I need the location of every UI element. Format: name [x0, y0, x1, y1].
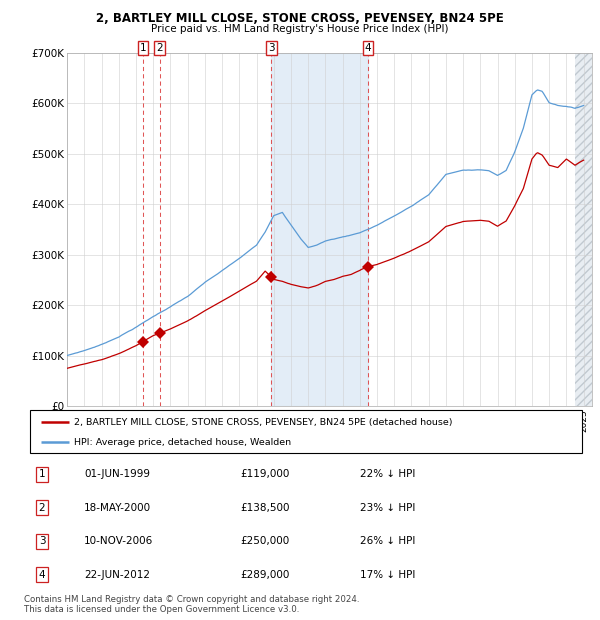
Text: £119,000: £119,000 [240, 469, 289, 479]
Text: 18-MAY-2000: 18-MAY-2000 [84, 503, 151, 513]
Text: 10-NOV-2006: 10-NOV-2006 [84, 536, 153, 546]
Text: 22-JUN-2012: 22-JUN-2012 [84, 570, 150, 580]
Text: 01-JUN-1999: 01-JUN-1999 [84, 469, 150, 479]
Text: 1: 1 [38, 469, 46, 479]
Text: 3: 3 [38, 536, 46, 546]
Text: 22% ↓ HPI: 22% ↓ HPI [360, 469, 415, 479]
Text: £250,000: £250,000 [240, 536, 289, 546]
Text: HPI: Average price, detached house, Wealden: HPI: Average price, detached house, Weal… [74, 438, 291, 446]
Text: Contains HM Land Registry data © Crown copyright and database right 2024.
This d: Contains HM Land Registry data © Crown c… [24, 595, 359, 614]
Text: 2: 2 [38, 503, 46, 513]
Text: 2: 2 [157, 43, 163, 53]
Text: 23% ↓ HPI: 23% ↓ HPI [360, 503, 415, 513]
Text: 2, BARTLEY MILL CLOSE, STONE CROSS, PEVENSEY, BN24 5PE (detached house): 2, BARTLEY MILL CLOSE, STONE CROSS, PEVE… [74, 418, 452, 427]
Text: 1: 1 [140, 43, 146, 53]
FancyBboxPatch shape [30, 410, 582, 453]
Bar [575, 53, 592, 406]
Bar [271, 53, 368, 406]
Text: 26% ↓ HPI: 26% ↓ HPI [360, 536, 415, 546]
Text: 17% ↓ HPI: 17% ↓ HPI [360, 570, 415, 580]
Text: 4: 4 [365, 43, 371, 53]
Text: £138,500: £138,500 [240, 503, 290, 513]
Text: 4: 4 [38, 570, 46, 580]
Text: £289,000: £289,000 [240, 570, 289, 580]
Text: 3: 3 [268, 43, 275, 53]
Text: 2, BARTLEY MILL CLOSE, STONE CROSS, PEVENSEY, BN24 5PE: 2, BARTLEY MILL CLOSE, STONE CROSS, PEVE… [96, 12, 504, 25]
Text: Price paid vs. HM Land Registry's House Price Index (HPI): Price paid vs. HM Land Registry's House … [151, 24, 449, 33]
Bar [575, 53, 592, 406]
